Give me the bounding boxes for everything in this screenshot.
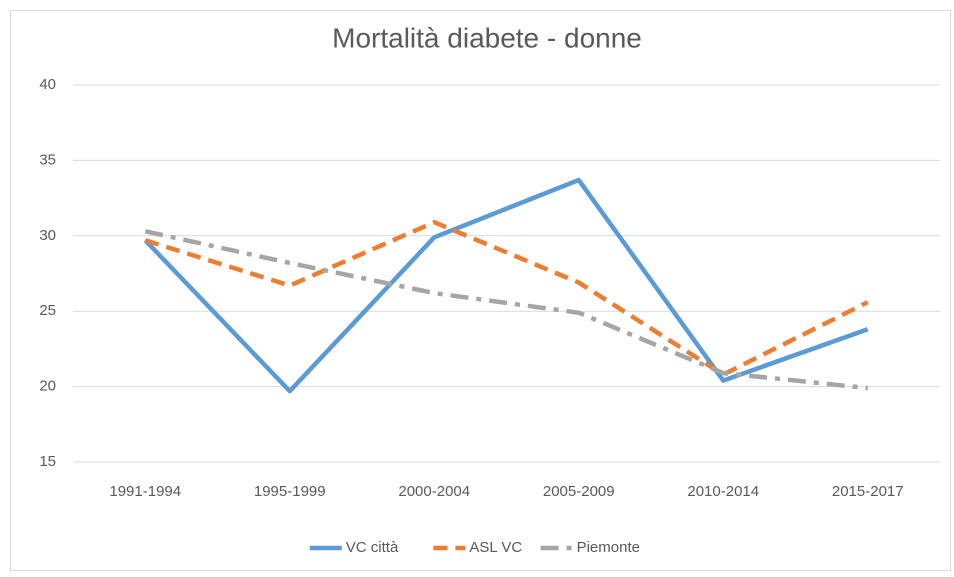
x-tick-label: 2005-2009 [543,483,615,500]
y-tick-label: 25 [39,302,56,319]
line-series [144,219,869,377]
x-tick-label: 2015-2017 [832,483,904,500]
legend-label: ASL VC [469,539,522,556]
chart-title: Mortalità diabete - donne [332,22,642,53]
y-tick-label: 30 [39,227,56,244]
y-tick-label: 35 [39,151,56,168]
x-tick-label: 2000-2004 [398,483,470,500]
line-series [144,229,868,391]
y-tick-label: 15 [39,453,56,470]
x-tick-label: 1991-1994 [109,483,181,500]
chart-frame [10,10,951,571]
x-tick-label: 1995-1999 [254,483,326,500]
y-tick-label: 40 [39,76,56,93]
line-series [143,177,869,394]
y-tick-label: 20 [39,378,56,395]
legend-label: VC città [346,539,399,556]
legend-label: Piemonte [577,539,640,556]
x-tick-label: 2010-2014 [687,483,759,500]
